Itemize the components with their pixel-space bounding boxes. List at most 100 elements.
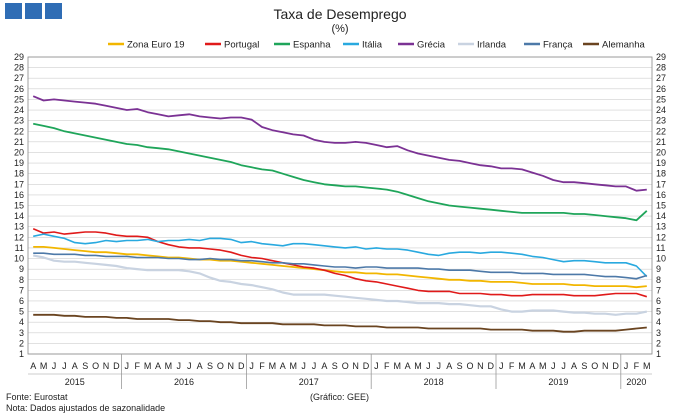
month-tick-label: S [581,361,587,371]
y-tick-label-right: 23 [656,116,666,126]
y-tick-label-left: 3 [19,328,24,338]
month-tick-label: J [426,361,431,371]
series-line-itália [33,233,648,278]
y-tick-label-right: 22 [656,126,666,136]
month-tick-label: O [217,361,224,371]
year-label: 2020 [626,377,646,387]
logo-block-3 [45,3,62,19]
month-tick-label: O [92,361,99,371]
y-tick-label-left: 14 [14,211,24,221]
y-tick-label-left: 29 [14,52,24,62]
plot-frame [27,56,653,355]
month-tick-label: F [134,361,140,371]
legend-label: Irlanda [477,40,507,51]
y-tick-label-left: 2 [19,338,24,348]
y-tick-label-left: 24 [14,105,24,115]
month-tick-label: J [62,361,67,371]
month-tick-label: M [414,361,422,371]
y-tick-label-left: 1 [19,349,24,359]
month-tick-label: A [571,361,577,371]
legend-label: Portugal [224,40,259,51]
month-tick-label: M [518,361,526,371]
month-tick-label: J [249,361,254,371]
y-tick-label-left: 11 [15,243,24,253]
chart-credit: (Gráfico: GEE) [310,392,370,402]
month-tick-label: S [82,361,88,371]
legend-label: França [543,40,573,51]
y-tick-label-left: 27 [14,73,24,83]
chart-title: Taxa de Desemprego [273,6,407,22]
y-tick-label-left: 9 [19,264,24,274]
month-tick-label: J [301,361,306,371]
y-tick-label-left: 8 [19,275,24,285]
legend-label: Alemanha [602,40,645,51]
y-tick-label-right: 25 [656,94,666,104]
y-tick-label-right: 20 [656,147,666,157]
month-tick-label: D [363,361,370,371]
month-tick-label: A [30,361,36,371]
y-tick-label-right: 26 [656,84,666,94]
y-tick-label-right: 19 [656,158,666,168]
y-tick-label-left: 25 [14,94,24,104]
month-tick-label: F [384,361,390,371]
month-tick-label: M [539,361,547,371]
y-tick-label-right: 9 [656,264,661,274]
series-line-grécia [32,95,647,192]
month-tick-label: J [561,361,566,371]
y-tick-label-left: 7 [19,285,24,295]
series-line-alemanha [33,313,647,333]
chart-subtitle: (%) [331,23,349,35]
y-tick-label-right: 13 [656,222,666,232]
year-label: 2015 [65,377,85,387]
month-tick-label: M [643,361,651,371]
y-tick-label-left: 6 [19,296,24,306]
month-tick-label: J [624,361,629,371]
month-tick-label: J [312,361,317,371]
y-tick-label-left: 15 [14,201,24,211]
month-tick-label: M [144,361,152,371]
y-tick-label-right: 3 [656,328,661,338]
y-tick-label-left: 26 [14,84,24,94]
y-tick-label-right: 18 [656,169,666,179]
month-tick-label: J [52,361,57,371]
month-tick-label: N [352,361,359,371]
month-tick-label: M [40,361,48,371]
seasonal-note: Nota: Dados ajustados de sazonalidade [6,403,166,413]
y-tick-label-right: 11 [656,243,665,253]
month-tick-label: D [488,361,495,371]
year-label: 2017 [299,377,319,387]
series-line-zona-euro-19 [33,245,647,289]
y-tick-label-left: 5 [19,307,24,317]
month-tick-label: F [634,361,640,371]
y-tick-label-right: 29 [656,52,666,62]
month-tick-label: J [374,361,379,371]
month-tick-label: M [289,361,297,371]
series-line-frança [33,252,648,280]
month-tick-label: A [321,361,327,371]
month-tick-label: J [187,361,192,371]
y-tick-label-right: 5 [656,307,661,317]
month-tick-label: J [499,361,504,371]
month-tick-label: J [177,361,182,371]
y-tick-label-left: 10 [14,254,24,264]
y-tick-label-left: 12 [14,232,24,242]
month-tick-label: A [446,361,452,371]
month-tick-label: M [269,361,277,371]
y-tick-label-left: 20 [14,147,24,157]
legend-label: Itália [362,40,383,51]
y-tick-label-left: 22 [14,126,24,136]
month-tick-label: J [551,361,556,371]
legend-label: Grécia [417,40,446,51]
y-tick-label-left: 23 [14,116,24,126]
y-tick-label-left: 21 [14,137,24,147]
month-tick-label: N [477,361,484,371]
y-tick-label-right: 14 [656,211,666,221]
month-tick-label: D [238,361,245,371]
logo-block-2 [25,3,42,19]
series-line-espanha [33,122,648,222]
year-label: 2016 [174,377,194,387]
y-tick-label-right: 7 [656,285,661,295]
month-tick-label: A [155,361,161,371]
month-tick-label: A [72,361,78,371]
